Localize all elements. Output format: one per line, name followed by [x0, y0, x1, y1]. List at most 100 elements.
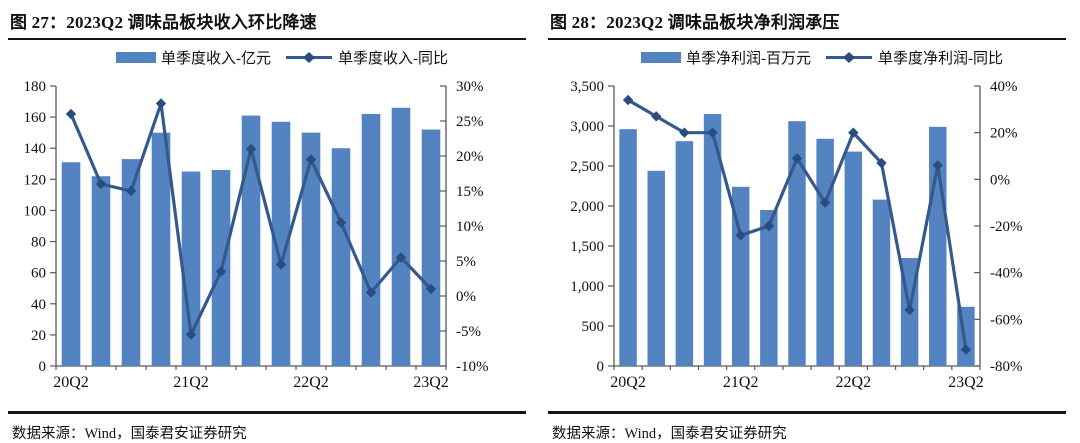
figure-28-chart-box: 0 500 1,000 1,500 2,000 2,500 3,000 3,500 -80% -6… [548, 70, 1066, 403]
axis-tick-label: 80 [31, 235, 46, 251]
bar [703, 114, 722, 366]
axis-tick-label: 2,000 [570, 199, 604, 215]
net-profit-quarterly-chart: 0 500 1,000 1,500 2,000 2,500 3,000 3,500 -80% -6… [570, 79, 1023, 391]
axis-tick-label: -10% [456, 359, 489, 375]
figure-28-source-note: 数据来源：Wind，国泰君安证券研究 [548, 411, 1066, 443]
axis-tick-label: 20% [456, 149, 484, 165]
axis-tick-label: 1,500 [570, 239, 604, 255]
axis-tick-label: 2,500 [570, 159, 604, 175]
line-swatch-icon [286, 52, 332, 63]
legend-bar-label: 单季度收入-亿元 [161, 51, 271, 67]
diamond-marker [155, 98, 167, 109]
axis-tick-label: 22Q2 [293, 374, 329, 391]
axis-tick-label: -40% [990, 266, 1023, 282]
axis-tick-label: -20% [990, 219, 1023, 235]
bar [301, 132, 321, 366]
bar [181, 171, 201, 366]
diamond-marker [275, 259, 287, 270]
figure-27-source-note: 数据来源：Wind，国泰君安证券研究 [8, 411, 526, 443]
bar [619, 129, 637, 366]
figure-27-chart-box: 0 20 40 60 80 100 120 140 160 180 -10% -5% 0% 5% 10% 15… [8, 70, 526, 403]
diamond-marker [335, 217, 347, 228]
diamond-marker [622, 94, 634, 106]
diamond-marker [395, 252, 407, 263]
figure-27-legend: 单季度收入-亿元 单季度收入-同比 [38, 47, 526, 68]
axis-tick-label: 100 [24, 203, 47, 219]
figure-28-panel: 图 28：2023Q2 调味品板块净利润承压 单季净利润-百万元 单季度净利润-… [540, 0, 1080, 443]
axis-tick-label: 0 [597, 359, 605, 375]
legend-item-line-series: 单季度收入-同比 [285, 47, 448, 68]
bar [844, 151, 863, 366]
legend-line-label: 单季度净利润-同比 [878, 51, 1003, 67]
axis-tick-label: 0% [990, 172, 1010, 188]
diamond-marker [425, 283, 437, 295]
diamond-marker [960, 344, 972, 355]
bar [647, 170, 665, 366]
bar [675, 141, 694, 366]
bar [788, 121, 806, 366]
diamond-marker [365, 287, 377, 298]
axis-tick-label: 21Q2 [173, 374, 209, 391]
axis-tick-label: 60 [31, 266, 46, 282]
bar [61, 162, 81, 366]
diamond-marker [65, 108, 77, 120]
axis-tick-label: 30% [456, 79, 484, 95]
axis-tick-label: 3,500 [570, 79, 604, 95]
axis-tick-label: 23Q2 [948, 374, 984, 391]
axis-tick-label: 1,000 [570, 279, 604, 295]
bar [271, 121, 291, 367]
axis-tick-label: -60% [990, 312, 1023, 328]
diamond-marker [876, 157, 887, 169]
bar [421, 129, 441, 366]
axis-tick-label: 40 [31, 297, 46, 313]
axis-tick-label: 0% [456, 289, 476, 305]
axis-tick-label: 23Q2 [413, 374, 449, 391]
line-swatch-icon [826, 52, 872, 63]
axis-tick-label: 0 [39, 359, 47, 375]
axis-tick-label: 20% [990, 126, 1018, 142]
figure-28-legend: 单季净利润-百万元 单季度净利润-同比 [578, 47, 1066, 68]
axis-tick-label: 22Q2 [836, 374, 872, 391]
figure-27-panel: 图 27：2023Q2 调味品板块收入环比降速 单季度收入-亿元 单季度收入-同… [8, 5, 526, 443]
diamond-marker [215, 266, 227, 277]
axis-tick-label: 140 [24, 141, 47, 157]
axis-tick-label: 5% [456, 254, 476, 270]
axis-tick-label: 10% [456, 219, 484, 235]
axis-tick-label: 40% [990, 79, 1018, 95]
bar [151, 132, 171, 366]
bar [816, 138, 834, 366]
axis-tick-label: 120 [24, 172, 47, 188]
bar [760, 210, 778, 366]
bar [121, 159, 141, 366]
legend-item-bar-series: 单季度收入-亿元 [116, 47, 271, 68]
diamond-marker [791, 153, 803, 164]
bar [91, 176, 111, 366]
axis-tick-label: 20 [31, 328, 46, 344]
diamond-marker [848, 127, 859, 138]
axis-tick-label: 25% [456, 114, 484, 130]
bar-swatch-icon [641, 52, 681, 63]
bar-swatch-icon [116, 52, 156, 63]
diamond-marker [707, 127, 718, 138]
legend-bar-label: 单季净利润-百万元 [686, 51, 811, 67]
diamond-marker [185, 329, 197, 340]
legend-item-bar-series: 单季净利润-百万元 [641, 47, 811, 68]
axis-tick-label: 180 [24, 79, 47, 95]
axis-tick-label: 20Q2 [53, 374, 89, 391]
diamond-marker [245, 143, 257, 155]
bar [872, 199, 891, 366]
legend-item-line-series: 单季度净利润-同比 [825, 47, 1003, 68]
diamond-marker [651, 111, 662, 122]
bar [331, 148, 351, 366]
axis-tick-label: 500 [582, 319, 605, 335]
axis-tick-label: 20Q2 [610, 374, 646, 391]
bar [241, 115, 261, 366]
axis-tick-label: 160 [24, 110, 47, 126]
figure-27-title: 图 27：2023Q2 调味品板块收入环比降速 [8, 5, 526, 40]
axis-tick-label: -5% [456, 324, 481, 340]
bar [391, 107, 411, 367]
revenue-quarterly-chart: 0 20 40 60 80 100 120 140 160 180 -10% -5% 0% 5% 10% 15… [24, 79, 489, 391]
bar [361, 114, 381, 366]
axis-tick-label: -80% [990, 359, 1023, 375]
